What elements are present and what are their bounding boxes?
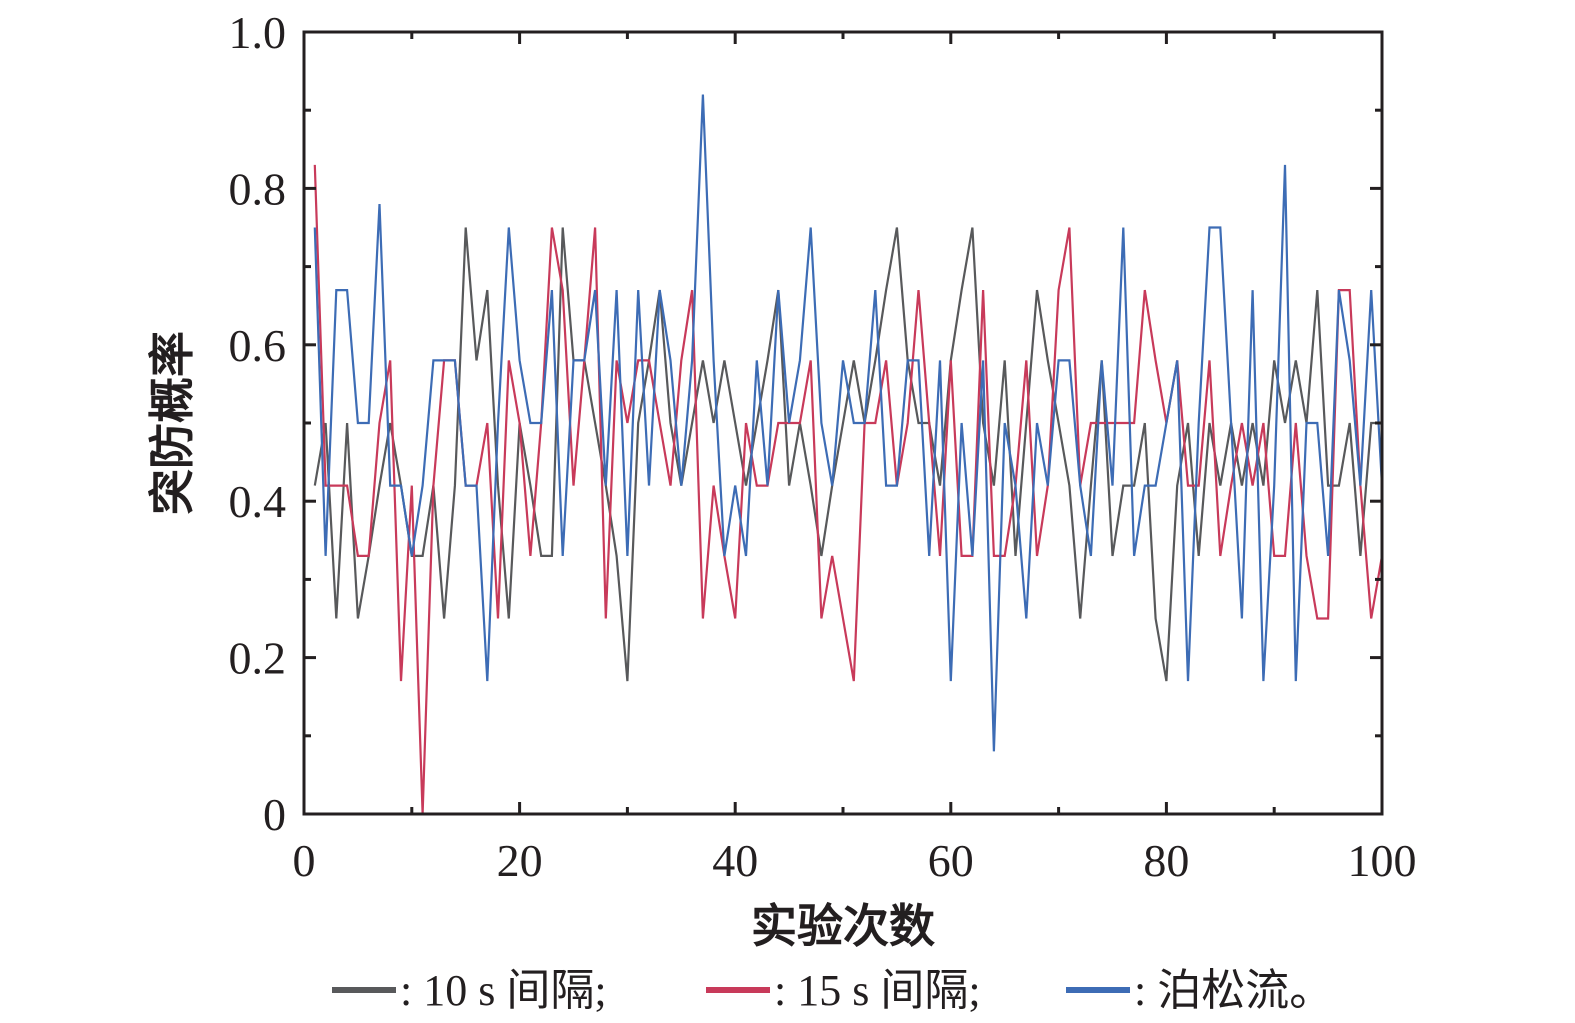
y-tick-label: 0.2 <box>229 633 287 684</box>
y-tick-label: 0.4 <box>229 476 287 527</box>
x-tick-label: 40 <box>712 835 758 886</box>
legend-label-2: : 15 s 间隔; <box>774 966 981 1015</box>
y-tick-label: 0.8 <box>229 163 287 214</box>
y-axis-title: 突防概率 <box>145 331 199 515</box>
x-tick-label: 20 <box>497 835 543 886</box>
series-line-1 <box>313 227 1382 682</box>
legend-label-3: : 泊松流。 <box>1134 966 1333 1015</box>
x-tick-label: 100 <box>1348 835 1417 886</box>
x-tick-label: 60 <box>928 835 974 886</box>
legend: : 10 s 间隔; : 15 s 间隔; : 泊松流。 <box>332 966 1333 1015</box>
tick-layer: 0 20 40 60 80 100 0 0.2 0.4 0.6 0.8 1.0 <box>229 7 1417 886</box>
y-tick-label: 0 <box>263 789 286 840</box>
x-tick-label: 80 <box>1143 835 1189 886</box>
series-layer <box>313 94 1384 815</box>
y-tick-label: 1.0 <box>229 7 287 58</box>
series-line-3 <box>313 94 1384 752</box>
series-line-2 <box>313 164 1384 815</box>
y-tick-label: 0.6 <box>229 320 287 371</box>
legend-label-1: : 10 s 间隔; <box>400 966 607 1015</box>
x-axis-title: 实验次数 <box>751 899 935 953</box>
x-tick-label: 0 <box>293 835 316 886</box>
